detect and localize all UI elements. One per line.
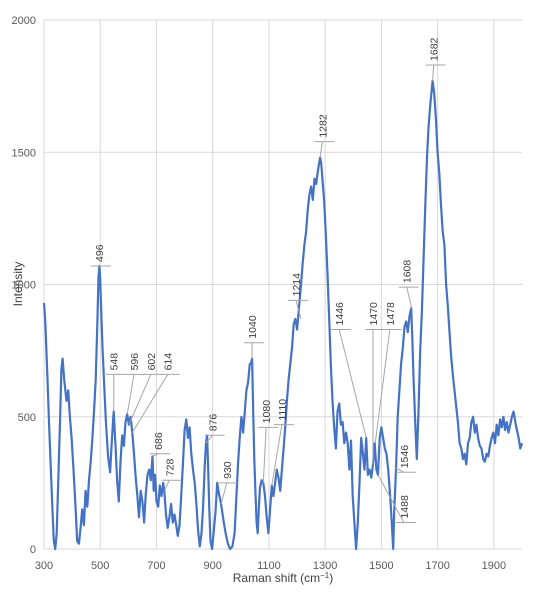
x-tick-label: 1500 [369,560,393,572]
peak-label: 1214 [291,273,303,297]
x-axis-title-main: Raman shift (cm [233,571,320,585]
tick-labels: 0 500 1000 1500 2000 300 500 700 900 1100 1300 1500… [12,15,507,572]
x-tick-label: 900 [204,560,222,572]
x-tick-label: 500 [91,560,109,572]
peak-label: 602 [146,353,158,371]
peak-label: 1282 [317,114,329,138]
peak-leader-line [262,427,267,483]
peak-label: 614 [163,353,175,371]
x-tick-label: 1700 [425,560,449,572]
x-tick-label: 700 [147,560,165,572]
peak-label: 1682 [429,37,441,61]
x-axis-title-sup: −1 [320,571,330,580]
peak-leader-line [220,482,228,505]
y-tick-label: 1000 [12,280,36,292]
peak-label: 1446 [334,302,346,326]
peak-leader-line [406,287,413,309]
peak-leader-line [128,374,152,425]
peak-leader-line [338,329,367,439]
peak-label-leaders [91,64,446,524]
y-tick-label: 1500 [12,147,36,159]
peak-label: 548 [109,353,121,371]
peak-label: 1608 [402,260,414,284]
peak-leader-line [163,480,170,492]
peak-leader-line [319,141,323,158]
peak-label: 1488 [399,495,411,519]
peak-label: 1040 [247,315,259,339]
y-tick-label: 500 [18,412,36,424]
peak-leader-line [126,374,135,415]
x-tick-label: 1900 [482,560,506,572]
peak-label: 1546 [399,445,411,469]
peak-label: 496 [94,244,106,262]
peak-leader-line [432,64,435,81]
x-tick-label: 1300 [313,560,337,572]
x-axis-title-end: ) [329,571,333,585]
y-axis-title: Intensity [11,262,25,307]
x-tick-label: 1100 [257,560,281,572]
peak-label: 686 [153,432,165,450]
peak-leader-line [374,329,391,444]
x-tick-label: 300 [35,560,53,572]
y-tick-label: 2000 [12,15,36,27]
series-group [42,79,524,551]
peak-label: 1080 [261,400,273,424]
peak-label: 596 [129,353,141,371]
peak-leader-line [295,300,302,320]
gridlines [43,19,522,550]
spectrum-line [42,79,524,551]
peak-labels: 496 548 596 602 614 686 728 876 930 1040 1080 1110 1… [94,37,441,518]
peak-leader-line [377,474,405,523]
peak-label: 728 [164,459,176,477]
peak-label: 876 [208,414,220,432]
peak-label: 1478 [385,302,397,326]
peak-label: 930 [222,461,234,479]
peak-leader-line [205,434,214,444]
x-axis-title: Raman shift (cm−1) [233,571,333,585]
peak-leader-line [394,466,405,473]
peak-label: 1470 [368,302,380,326]
peak-leader-line [271,424,283,486]
y-tick-label: 0 [30,544,36,556]
peak-label: 1110 [277,399,289,421]
peak-leader-line [131,374,169,433]
